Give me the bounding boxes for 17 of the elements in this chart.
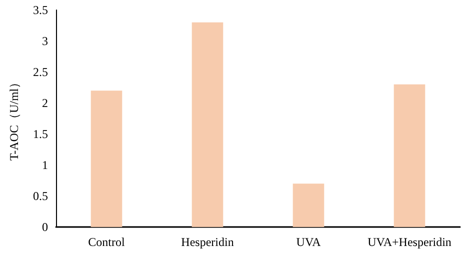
x-tick-label: UVA — [296, 235, 322, 249]
bar — [90, 90, 122, 227]
y-tick-label: 2 — [42, 96, 48, 110]
y-tick-label: 0 — [42, 220, 48, 234]
y-tick-label: 0.5 — [33, 189, 48, 203]
y-axis-title: T-AOC（U/ml） — [7, 76, 21, 161]
y-tick-label: 2.5 — [33, 65, 48, 79]
bar — [394, 84, 426, 227]
y-tick-label: 1 — [42, 158, 48, 172]
y-tick-label: 3 — [42, 34, 48, 48]
bar — [192, 22, 224, 227]
x-tick-label: UVA+Hesperidin — [368, 235, 452, 249]
x-tick-label: Control — [88, 235, 126, 249]
bar — [292, 184, 324, 227]
x-tick-label: Hesperidin — [181, 235, 234, 249]
y-tick-label: 3.5 — [33, 3, 48, 17]
y-tick-label: 1.5 — [33, 127, 48, 141]
